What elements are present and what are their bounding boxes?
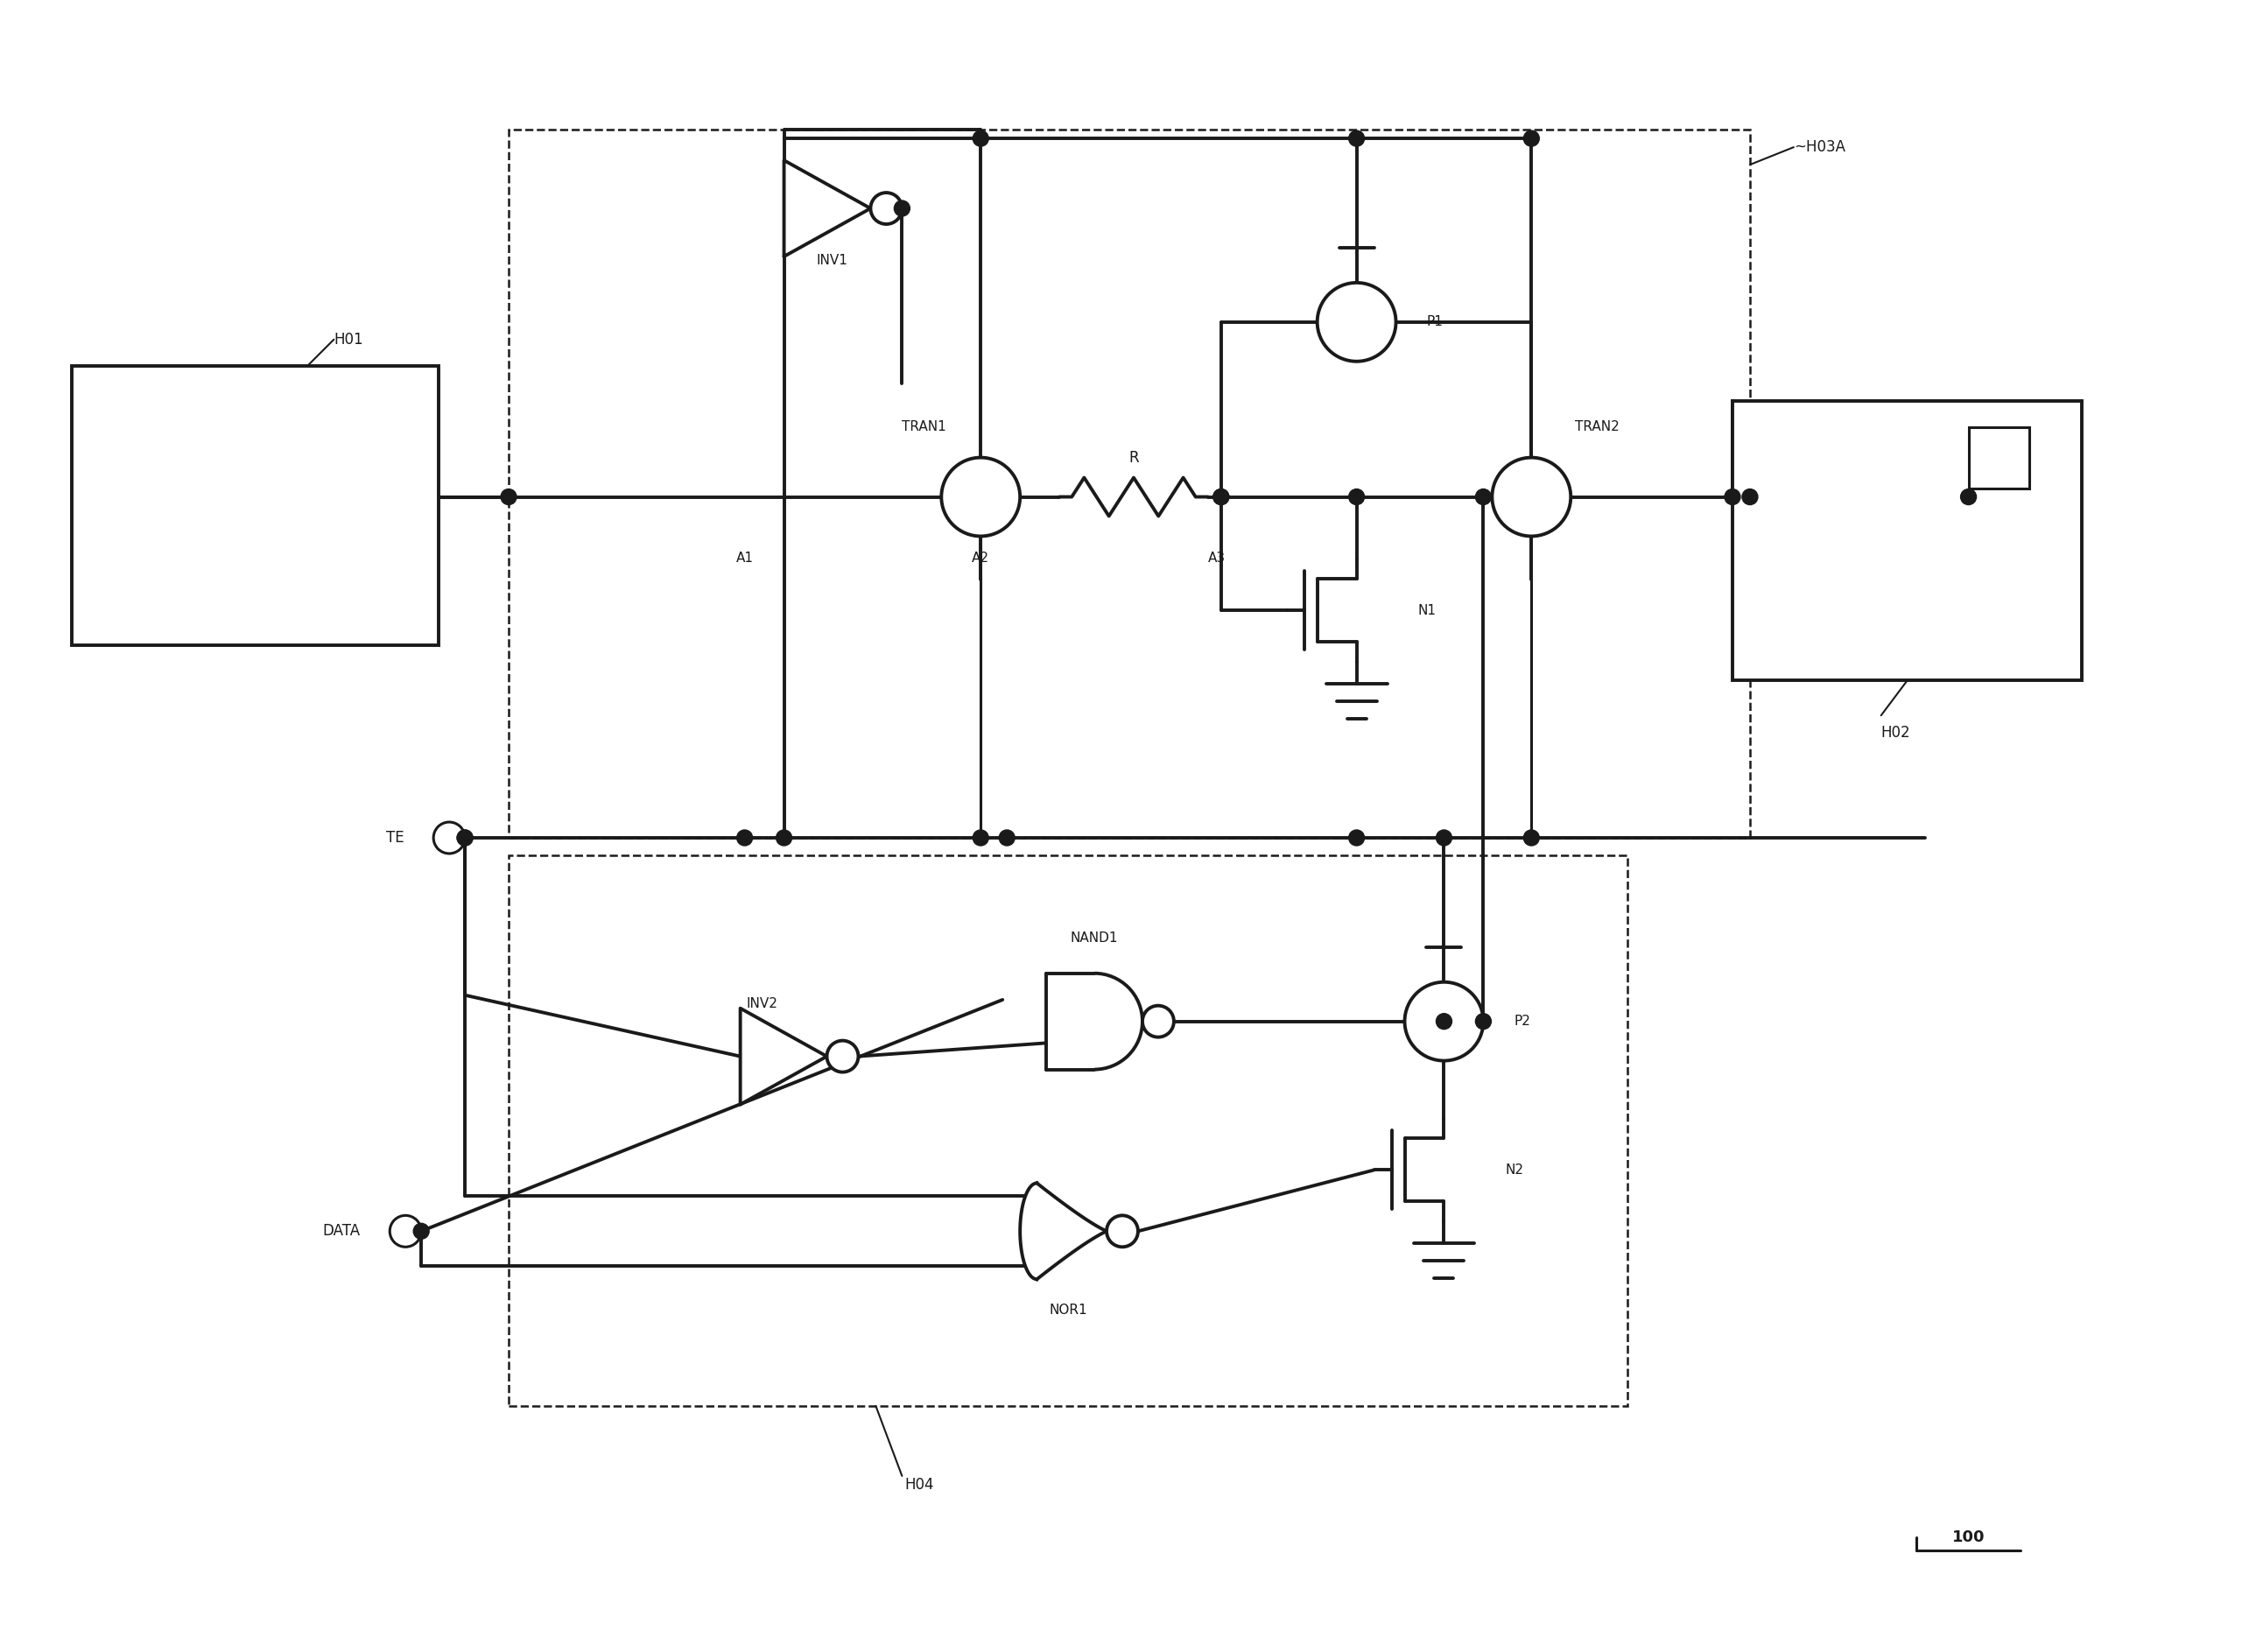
Text: 100: 100 <box>1953 1530 1984 1545</box>
Circle shape <box>1350 829 1365 846</box>
Text: H04: H04 <box>906 1477 935 1492</box>
Text: A1: A1 <box>735 552 753 565</box>
Circle shape <box>390 1216 421 1247</box>
Text: CIRCUIT: CIRCUIT <box>222 585 287 601</box>
Text: INV2: INV2 <box>747 998 778 1011</box>
Text: INTERNAL: INTERNAL <box>215 497 296 514</box>
Circle shape <box>1960 489 1977 506</box>
Circle shape <box>1143 1006 1175 1037</box>
Circle shape <box>1350 131 1365 147</box>
Circle shape <box>1000 829 1016 846</box>
Text: R: R <box>1128 449 1139 466</box>
Text: N1: N1 <box>1417 605 1437 618</box>
Circle shape <box>1437 829 1453 846</box>
Circle shape <box>827 1041 859 1072</box>
Text: POWER-SUPPLY: POWER-SUPPLY <box>191 542 318 557</box>
Circle shape <box>433 823 464 854</box>
Circle shape <box>1108 1216 1139 1247</box>
Circle shape <box>1437 1014 1453 1029</box>
Bar <box>509 856 1628 1406</box>
Text: TRAN2: TRAN2 <box>1576 420 1619 433</box>
Circle shape <box>1406 981 1484 1061</box>
Text: N2: N2 <box>1504 1163 1525 1176</box>
Circle shape <box>776 829 791 846</box>
Circle shape <box>1350 489 1365 506</box>
Text: P2: P2 <box>1513 1014 1531 1028</box>
Circle shape <box>973 131 989 147</box>
Circle shape <box>1724 489 1740 506</box>
Circle shape <box>1742 489 1758 506</box>
Circle shape <box>1213 489 1229 506</box>
Circle shape <box>1493 458 1572 537</box>
Polygon shape <box>740 1008 827 1105</box>
Circle shape <box>895 200 910 216</box>
Text: INPUT: INPUT <box>1883 532 1933 548</box>
Circle shape <box>1525 829 1540 846</box>
Polygon shape <box>1020 1183 1108 1279</box>
Text: H02: H02 <box>1881 725 1910 740</box>
FancyBboxPatch shape <box>72 365 439 646</box>
Text: PROTECTION: PROTECTION <box>1854 577 1960 591</box>
Text: TRAN1: TRAN1 <box>901 420 946 433</box>
Circle shape <box>870 193 901 225</box>
Text: DATA: DATA <box>323 1222 361 1239</box>
FancyBboxPatch shape <box>1733 401 2083 681</box>
Circle shape <box>1475 1014 1491 1029</box>
Text: NOR1: NOR1 <box>1049 1303 1087 1317</box>
Circle shape <box>457 829 473 846</box>
Circle shape <box>942 458 1020 537</box>
Circle shape <box>1475 489 1491 506</box>
Circle shape <box>1525 131 1540 147</box>
Polygon shape <box>785 160 870 256</box>
Text: ~H03A: ~H03A <box>1794 139 1845 155</box>
Circle shape <box>738 829 753 846</box>
Text: A3: A3 <box>1208 552 1226 565</box>
Text: SECTION: SECTION <box>1872 620 1944 636</box>
Circle shape <box>973 829 989 846</box>
Circle shape <box>1213 489 1229 506</box>
Circle shape <box>413 1224 428 1239</box>
Text: H01: H01 <box>334 332 363 347</box>
Circle shape <box>457 829 473 846</box>
Text: A2: A2 <box>973 552 989 565</box>
Circle shape <box>500 489 516 506</box>
Bar <box>509 131 1751 838</box>
Text: NAND1: NAND1 <box>1069 932 1119 945</box>
Text: PAD: PAD <box>1998 423 2027 439</box>
Text: INV1: INV1 <box>816 254 847 268</box>
Text: P1: P1 <box>1426 316 1444 329</box>
Circle shape <box>1318 282 1397 362</box>
Text: TE: TE <box>386 829 404 846</box>
FancyBboxPatch shape <box>1968 426 2029 487</box>
